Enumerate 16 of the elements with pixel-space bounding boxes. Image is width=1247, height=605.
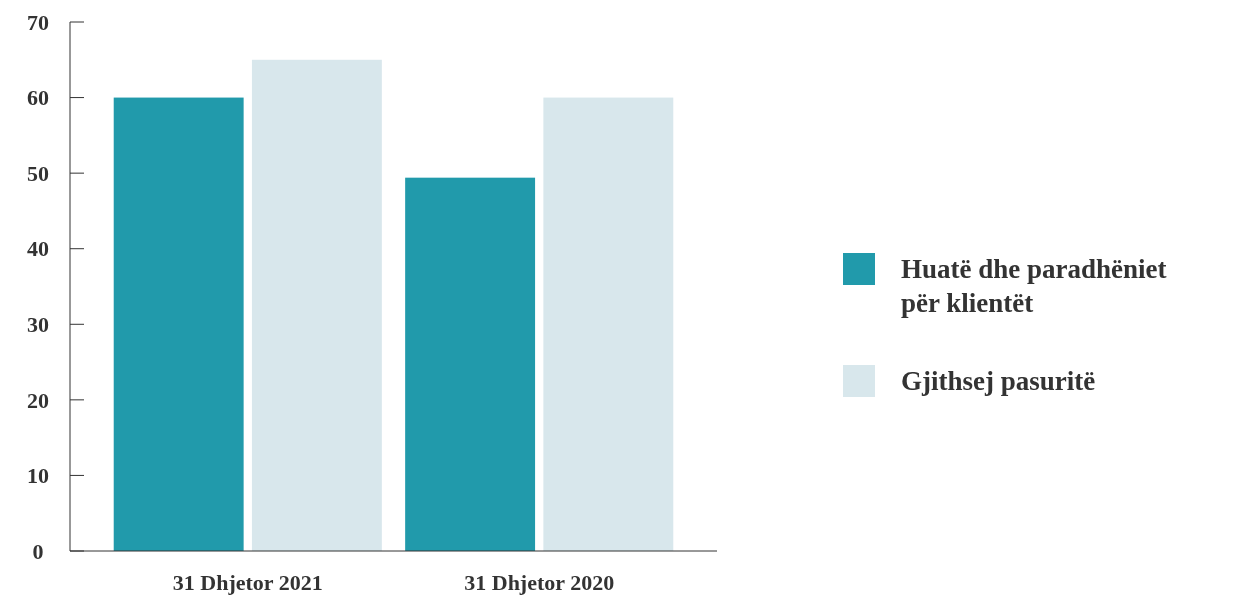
bar <box>251 59 382 551</box>
bar <box>543 97 674 551</box>
legend-label: Gjithsej pasuritë <box>901 366 1096 396</box>
y-tick-label: 20 <box>27 387 49 413</box>
y-tick-label: 50 <box>27 160 49 186</box>
y-tick-label: 70 <box>27 9 49 35</box>
x-tick-label: 31 Dhjetor 2020 <box>464 570 615 595</box>
x-tick-label: 31 Dhjetor 2021 <box>172 570 323 595</box>
y-tick-label: 10 <box>27 463 49 489</box>
legend-label: Huatë dhe paradhëniet për klientët <box>901 254 1167 318</box>
bar <box>113 97 244 551</box>
y-tick-label: 60 <box>27 85 49 111</box>
y-tick-label: 0 <box>32 538 44 564</box>
y-tick-label: 30 <box>27 311 49 337</box>
y-tick-label: 40 <box>27 236 49 262</box>
bar <box>405 177 536 551</box>
